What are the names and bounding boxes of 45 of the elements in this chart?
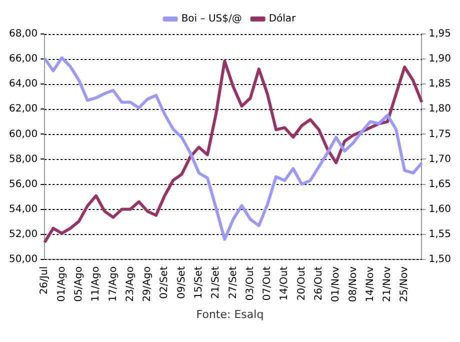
y2-tick-label: 1,80	[428, 104, 451, 115]
y-tick-label: 58,00	[8, 154, 38, 165]
x-tick-label: 25/Nov	[399, 266, 410, 302]
y2-tick-label: 1,55	[428, 228, 451, 240]
x-tick-label: 26/Jul	[39, 266, 50, 295]
y2-tick-label: 1,75	[428, 128, 451, 140]
x-tick-label: 17/Ago	[108, 266, 119, 302]
y-tick-label: 66,00	[8, 54, 38, 65]
x-tick-label: 02/Set	[159, 266, 170, 299]
x-tick-label: 03/Out	[244, 266, 256, 301]
x-tick-label: 11/Ago	[90, 266, 102, 302]
x-tick-label: 21/Set	[210, 266, 222, 299]
x-tick-label: 01/Nov	[330, 266, 342, 302]
y2-tick-label: 1,90	[428, 54, 451, 65]
x-tick-label: 05/Ago	[74, 266, 85, 302]
source-note: Fonte: Esalq	[195, 308, 265, 321]
y-tick-label: 68,00	[8, 28, 38, 40]
x-tick-label: 29/Ago	[142, 266, 154, 302]
x-tick-label: 15/Set	[193, 266, 204, 299]
y2-tick-label: 1,50	[428, 254, 451, 265]
legend-label: Boi – US$/@	[181, 14, 242, 25]
x-tick-label: 27/Set	[228, 266, 239, 299]
y-tick-label: 60,00	[8, 128, 38, 140]
x-tick-label: 20/Out	[296, 266, 308, 301]
x-tick-label: 09/Set	[176, 266, 188, 299]
y2-tick-label: 1,95	[428, 28, 451, 40]
y-tick-label: 56,00	[8, 178, 38, 190]
x-tick-label: 23/Ago	[124, 266, 136, 302]
x-tick-label: 26/Out	[313, 266, 324, 301]
y-tick-label: 54,00	[8, 204, 38, 215]
y2-tick-label: 1,85	[428, 78, 451, 90]
y2-tick-label: 1,65	[428, 178, 451, 190]
y-tick-label: 62,00	[8, 104, 38, 115]
x-tick-label: 08/Nov	[348, 266, 359, 302]
x-tick-label: 01/Ago	[56, 266, 68, 302]
x-tick-label: 21/Nov	[382, 266, 394, 302]
x-tick-label: 14/Out	[279, 266, 290, 301]
x-tick-label: 14/Nov	[364, 266, 376, 302]
y-tick-label: 64,00	[8, 78, 38, 90]
y-tick-label: 50,00	[8, 254, 38, 265]
y2-tick-label: 1,60	[428, 204, 451, 215]
x-tick-label: 07/Out	[262, 266, 274, 301]
y-tick-label: 52,00	[8, 228, 38, 240]
y2-tick-label: 1,70	[428, 154, 451, 165]
legend-label: Dólar	[268, 14, 297, 25]
